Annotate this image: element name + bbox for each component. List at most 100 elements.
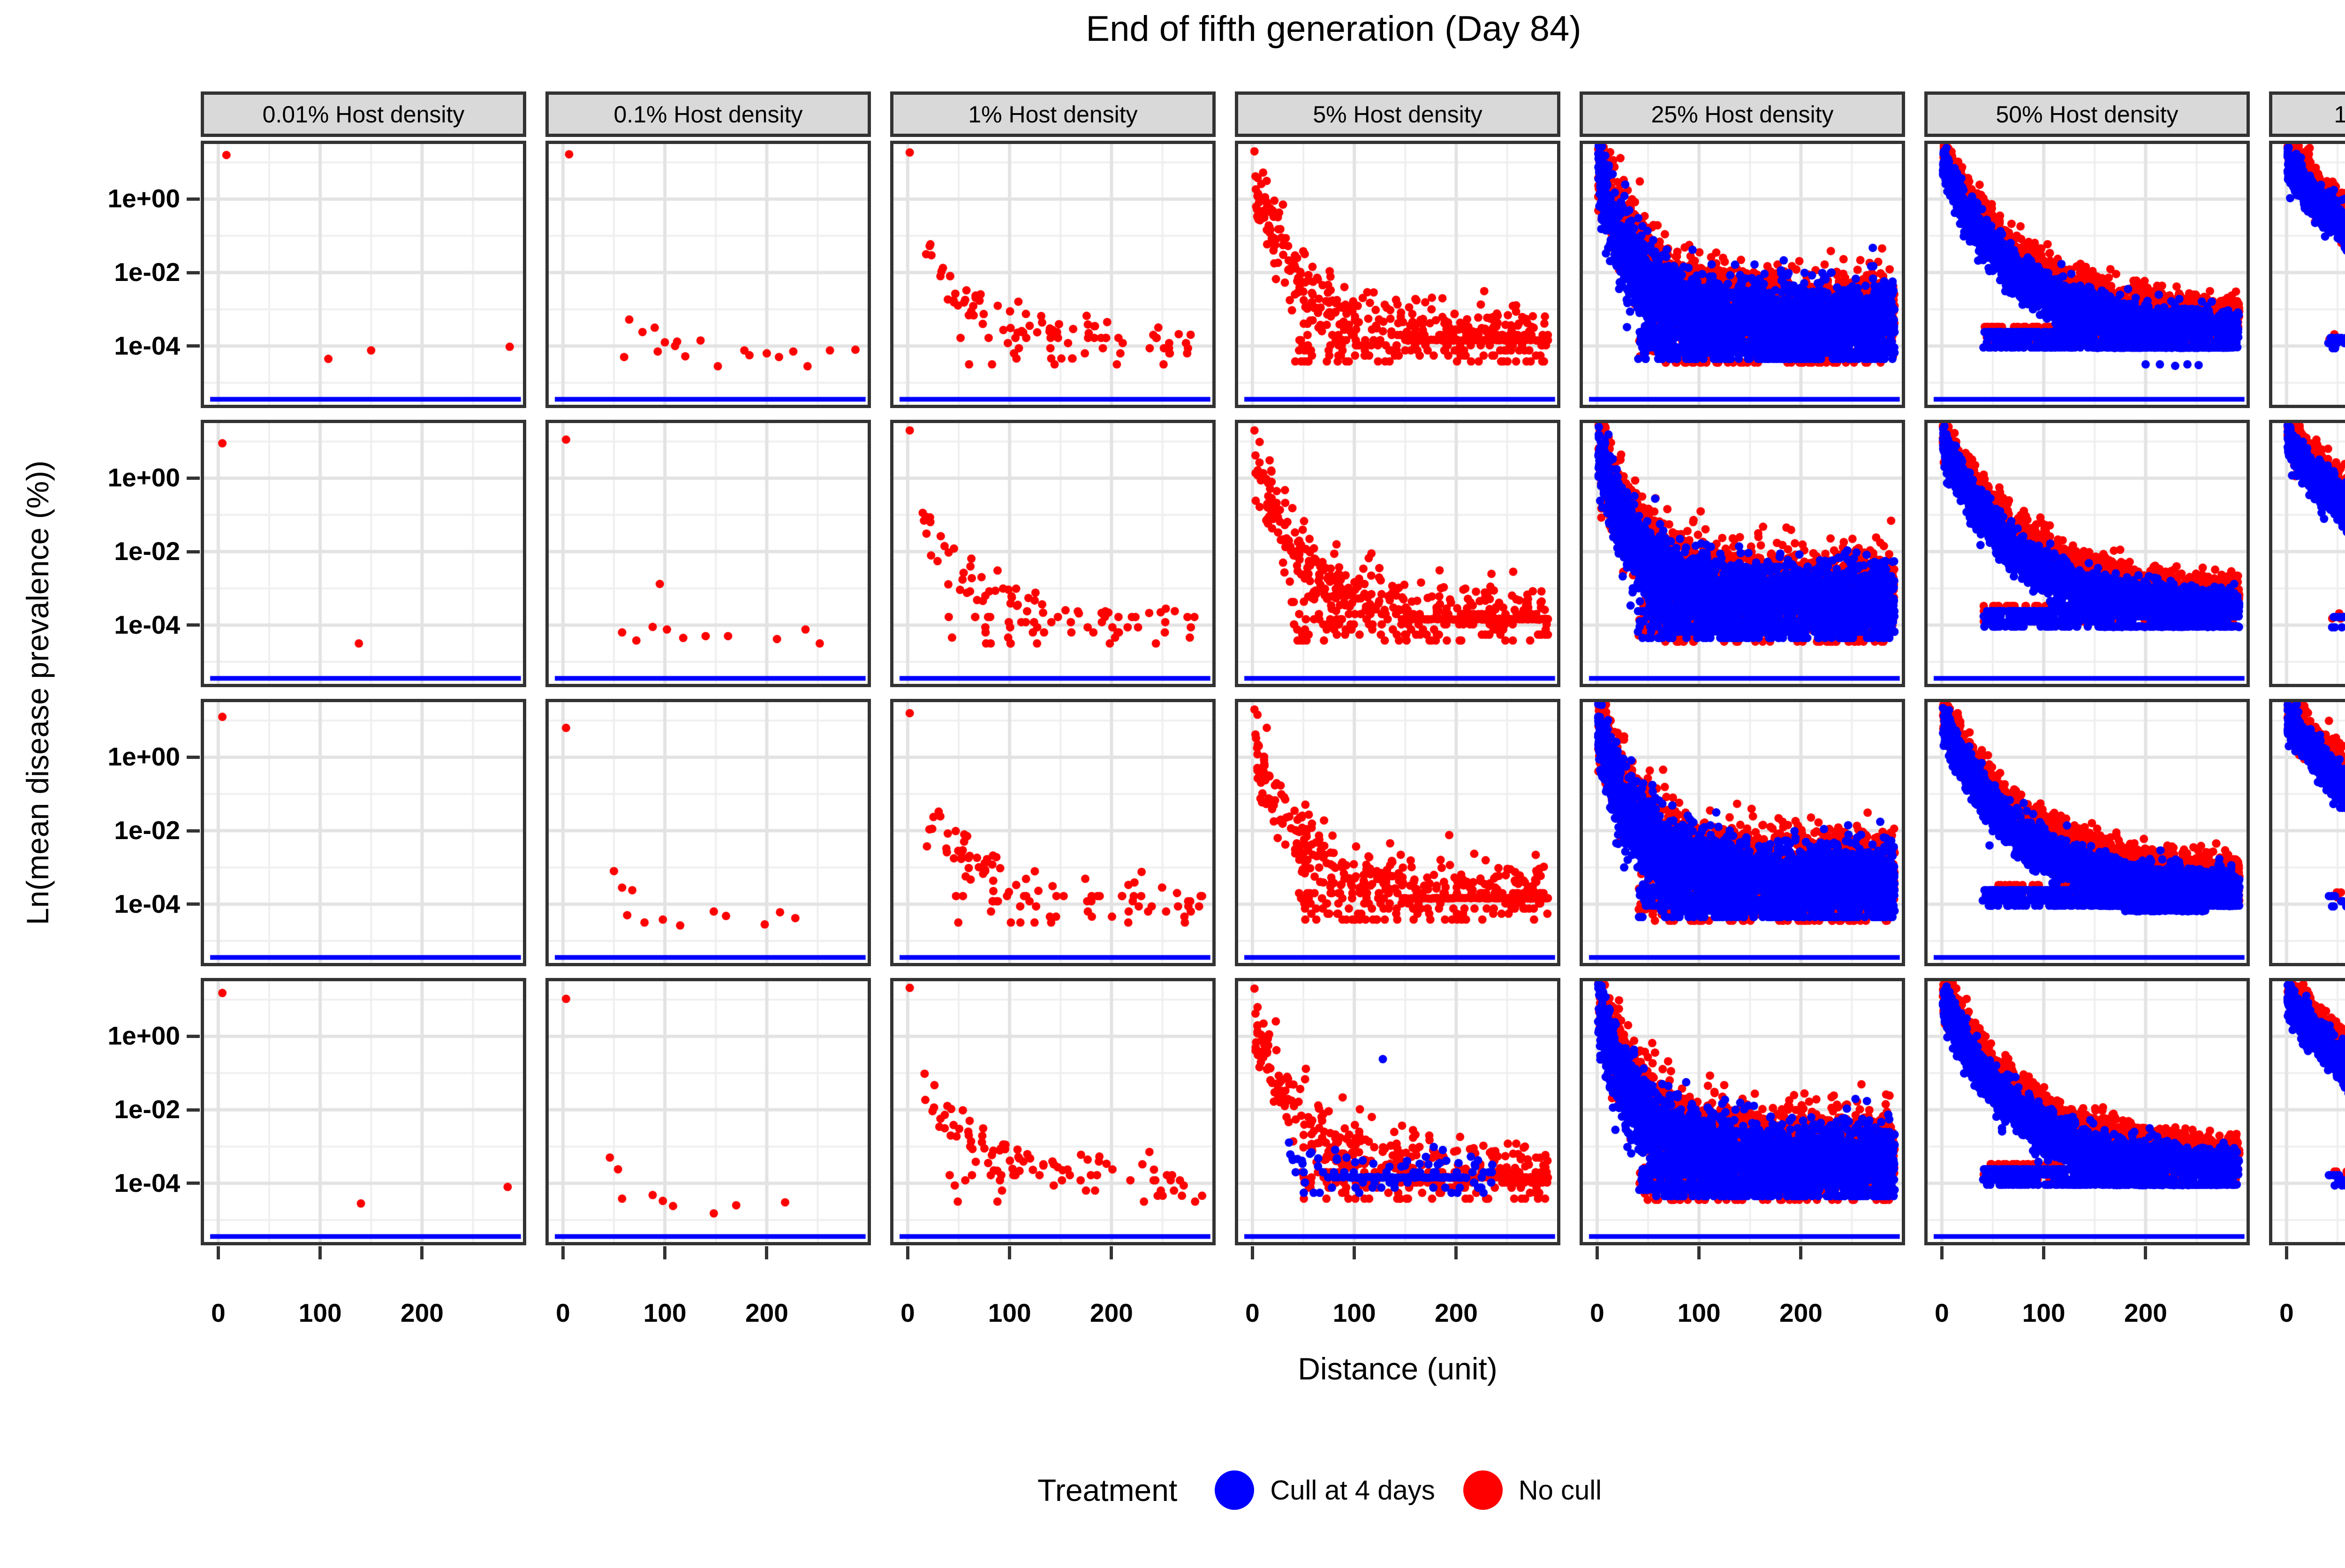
x-tick-label: 100 (2337, 1300, 2345, 1326)
facet-strip-col: 1% Host density (890, 91, 1216, 137)
y-tick-mark (187, 476, 200, 480)
facet-panel-canvas (1928, 423, 2247, 684)
legend-key-dot (1215, 1470, 1255, 1510)
facet-panel (890, 141, 1216, 408)
y-tick-label: 1e-04 (114, 1168, 180, 1197)
x-tick-mark (1940, 1246, 1944, 1259)
facet-panel (545, 141, 871, 408)
facet-panel (1580, 978, 1905, 1245)
facet-panel-canvas (204, 981, 523, 1242)
facet-panel-canvas (1238, 702, 1557, 963)
facet-panel (1235, 420, 1560, 687)
facet-panel-canvas (204, 702, 523, 963)
facet-panel-canvas (1238, 144, 1557, 405)
facet-panel (1580, 420, 1905, 687)
facet-panel-canvas (1583, 702, 1902, 963)
facet-strip-col: 25% Host density (1580, 91, 1905, 137)
facet-panel-canvas (549, 423, 868, 684)
facet-panel (1235, 978, 1560, 1245)
x-tick-label: 0 (1935, 1298, 1949, 1327)
facet-panel-canvas (1583, 144, 1902, 405)
facet-panel-canvas (1583, 423, 1902, 684)
facet-panel-canvas (204, 423, 523, 684)
x-tick-mark (2144, 1246, 2148, 1259)
x-tick-label: 200 (745, 1298, 788, 1327)
y-tick-label: 1e+00 (107, 1021, 180, 1051)
x-tick-mark (765, 1246, 769, 1259)
facet-panel-canvas (204, 144, 523, 405)
x-tick-mark (1008, 1246, 1012, 1259)
facet-panel-canvas (549, 144, 868, 405)
x-tick-label: 0 (211, 1298, 226, 1327)
y-tick-label: 1e-04 (114, 889, 180, 918)
facet-panel-canvas (893, 144, 1212, 405)
x-tick-mark (1799, 1246, 1803, 1259)
x-tick-mark (1110, 1246, 1113, 1259)
x-tick-label: 0 (1590, 1298, 1604, 1327)
facet-panel (890, 420, 1216, 687)
x-tick-label: 0 (900, 1298, 915, 1327)
x-tick-label: 100 (643, 1298, 687, 1327)
legend-item-label: Cull at 4 days (1270, 1475, 1435, 1506)
facet-panel (890, 978, 1216, 1245)
facet-panel-canvas (893, 423, 1212, 684)
facet-strip-col: 5% Host density (1235, 91, 1560, 137)
x-axis-title: Distance (unit) (1298, 1351, 1498, 1386)
x-tick-mark (1595, 1246, 1599, 1259)
y-tick-label: 1e-02 (114, 537, 180, 566)
legend: Treatment Cull at 4 days No cull (0, 1470, 2345, 1510)
facet-panel (201, 141, 526, 408)
legend-title: Treatment (1037, 1473, 1178, 1507)
facet-panel-canvas (549, 981, 868, 1242)
legend-item: No cull (1463, 1470, 1602, 1510)
x-tick-mark (1697, 1246, 1701, 1259)
facet-strip-col: 100% Host density (2269, 91, 2345, 137)
y-tick-mark (187, 550, 200, 553)
facet-panel (2269, 978, 2345, 1245)
x-tick-mark (2284, 1246, 2288, 1259)
x-tick-mark (2042, 1246, 2046, 1259)
facet-panel-canvas (1238, 423, 1557, 684)
x-tick-label: 100 (1677, 1298, 1721, 1327)
facet-panel (1235, 699, 1560, 966)
facet-panel (890, 699, 1216, 966)
y-tick-label: 1e-02 (114, 1095, 180, 1124)
facet-panel (2269, 420, 2345, 687)
x-tick-label: 0 (2279, 1298, 2294, 1327)
facet-panel (2269, 141, 2345, 408)
x-tick-label: 200 (1779, 1298, 1823, 1327)
facet-panel-canvas (893, 981, 1212, 1242)
facet-panel (1235, 141, 1560, 408)
y-tick-label: 1e-04 (114, 331, 180, 360)
y-tick-label: 1e+00 (107, 463, 180, 492)
facet-panel (1924, 978, 2250, 1245)
y-tick-mark (187, 902, 200, 906)
facet-panel-canvas (2272, 144, 2345, 405)
legend-key-dot (1463, 1470, 1503, 1510)
x-tick-label: 200 (1090, 1298, 1133, 1327)
y-tick-mark (187, 1034, 200, 1038)
y-tick-mark (187, 829, 200, 833)
x-tick-mark (1353, 1246, 1356, 1259)
facet-strip-col: 0.01% Host density (201, 91, 526, 137)
y-tick-mark (187, 623, 200, 627)
facet-panel-canvas (2272, 423, 2345, 684)
facet-panel-canvas (1928, 702, 2247, 963)
facet-panel (545, 699, 871, 966)
x-tick-label: 0 (556, 1298, 570, 1327)
y-tick-label: 1e+00 (107, 184, 180, 213)
x-tick-mark (906, 1246, 909, 1259)
facet-panel-canvas (2272, 702, 2345, 963)
y-tick-mark (187, 344, 200, 348)
x-tick-label: 100 (2022, 1298, 2065, 1327)
facet-panel (201, 699, 526, 966)
facet-panel-canvas (2272, 981, 2345, 1242)
x-tick-mark (1250, 1246, 1254, 1259)
y-tick-label: 1e-04 (114, 610, 180, 639)
y-tick-mark (187, 197, 200, 201)
x-tick-label: 100 (988, 1298, 1031, 1327)
y-tick-mark (187, 1182, 200, 1185)
facet-panel (1580, 141, 1905, 408)
y-axis-title: Ln(mean disease prevalence (%)) (20, 460, 55, 925)
x-tick-mark (318, 1246, 322, 1259)
